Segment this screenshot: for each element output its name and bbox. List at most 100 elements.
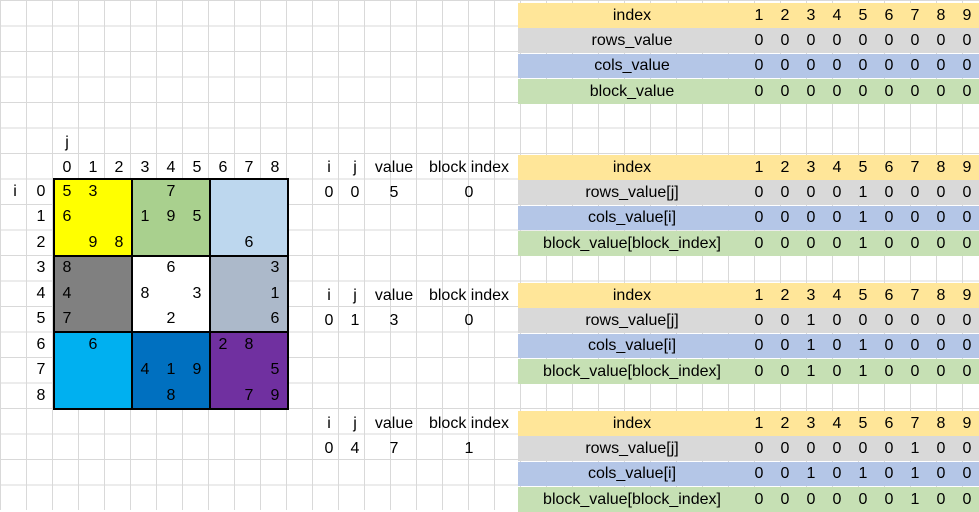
bitmap-table-step-value-cell[interactable]: 0 <box>780 183 790 201</box>
row-number[interactable]: 7 <box>36 361 46 378</box>
bitmap-table-step-value-cell[interactable]: 0 <box>780 465 790 483</box>
bitmap-table-initial-value-cell[interactable]: 3 <box>806 6 816 24</box>
sudoku-cell[interactable]: 9 <box>270 386 280 404</box>
bitmap-table-step-value-cell[interactable]: 0 <box>962 362 972 380</box>
block-4[interactable] <box>132 255 210 332</box>
step-value[interactable]: 0 <box>324 184 334 201</box>
sudoku-cell[interactable]: 1 <box>166 361 176 378</box>
step-value[interactable]: 7 <box>389 440 399 457</box>
block-8[interactable] <box>210 332 288 409</box>
sudoku-cell[interactable]: 7 <box>62 310 72 327</box>
step-header[interactable]: block index <box>428 286 510 304</box>
sudoku-cell[interactable]: 2 <box>166 310 176 327</box>
sudoku-cell[interactable]: 9 <box>88 233 98 251</box>
bitmap-table-step-value-cell[interactable]: 0 <box>858 490 868 508</box>
bitmap-table-step-value-cell[interactable]: 0 <box>910 234 920 252</box>
row-number[interactable]: 2 <box>36 233 46 251</box>
bitmap-table-initial-value-cell[interactable]: 0 <box>884 57 894 75</box>
bitmap-table-step-row-label[interactable]: index <box>612 414 652 432</box>
bitmap-table-initial-value-cell[interactable]: 0 <box>754 57 764 75</box>
bitmap-table-initial-value-cell[interactable]: 0 <box>858 31 868 49</box>
bitmap-table-step-value-cell[interactable]: 0 <box>884 311 894 329</box>
bitmap-table-initial-value-cell[interactable]: 2 <box>780 6 790 24</box>
bitmap-table-step-value-cell[interactable]: 0 <box>832 362 842 380</box>
bitmap-table-step-value-cell[interactable]: 1 <box>806 362 816 380</box>
bitmap-table-step-value-cell[interactable]: 2 <box>780 286 790 304</box>
bitmap-table-step-row-label[interactable]: rows_value[j] <box>585 183 679 201</box>
bitmap-table-step-value-cell[interactable]: 0 <box>832 465 842 483</box>
bitmap-table-step-value-cell[interactable]: 0 <box>910 209 920 227</box>
block-7[interactable] <box>132 332 210 409</box>
bitmap-table-step-value-cell[interactable]: 0 <box>754 311 764 329</box>
bitmap-table-initial-value-cell[interactable]: 0 <box>754 31 764 49</box>
bitmap-table-initial-value-cell[interactable]: 9 <box>962 6 972 24</box>
step-header[interactable]: value <box>374 414 414 432</box>
bitmap-table-step-value-cell[interactable]: 0 <box>910 362 920 380</box>
step-value[interactable]: 0 <box>324 312 334 329</box>
bitmap-table-initial-value-cell[interactable]: 0 <box>806 57 816 75</box>
bitmap-table-step-value-cell[interactable]: 7 <box>910 414 920 432</box>
column-number[interactable]: 7 <box>244 158 254 176</box>
bitmap-table-initial-value-cell[interactable]: 1 <box>754 6 764 24</box>
sudoku-cell[interactable]: 8 <box>244 335 254 353</box>
bitmap-table-initial-value-cell[interactable]: 4 <box>832 6 842 24</box>
sudoku-cell[interactable]: 8 <box>166 386 176 404</box>
bitmap-table-step-value-cell[interactable]: 1 <box>754 286 764 304</box>
step-header[interactable]: value <box>374 286 414 304</box>
bitmap-table-step-value-cell[interactable]: 0 <box>780 362 790 380</box>
bitmap-table-step-value-cell[interactable]: 0 <box>832 209 842 227</box>
bitmap-table-step-value-cell[interactable]: 0 <box>754 183 764 201</box>
bitmap-table-step-value-cell[interactable]: 6 <box>884 286 894 304</box>
bitmap-table-step-value-cell[interactable]: 6 <box>884 158 894 176</box>
bitmap-table-step-value-cell[interactable]: 0 <box>832 439 842 457</box>
bitmap-table-step-value-cell[interactable]: 8 <box>936 286 946 304</box>
bitmap-table-initial-value-cell[interactable]: 0 <box>962 57 972 75</box>
bitmap-table-step-value-cell[interactable]: 0 <box>936 490 946 508</box>
column-number[interactable]: 1 <box>88 158 98 176</box>
bitmap-table-initial-value-cell[interactable]: 0 <box>910 57 920 75</box>
bitmap-table-initial-value-cell[interactable]: 0 <box>936 82 946 100</box>
bitmap-table-step-value-cell[interactable]: 8 <box>936 414 946 432</box>
bitmap-table-initial-value-cell[interactable]: 0 <box>832 31 842 49</box>
bitmap-table-step-value-cell[interactable]: 0 <box>962 209 972 227</box>
bitmap-table-step-value-cell[interactable]: 4 <box>832 158 842 176</box>
bitmap-table-step-value-cell[interactable]: 2 <box>780 414 790 432</box>
bitmap-table-step-row-label[interactable]: block_value[block_index] <box>543 234 721 252</box>
column-number[interactable]: 8 <box>270 158 280 176</box>
bitmap-table-step-value-cell[interactable]: 0 <box>884 465 894 483</box>
bitmap-table-step-value-cell[interactable]: 0 <box>780 337 790 355</box>
bitmap-table-step-value-cell[interactable]: 1 <box>806 311 816 329</box>
sudoku-cell[interactable]: 6 <box>62 208 72 225</box>
sudoku-cell[interactable]: 3 <box>270 259 280 276</box>
bitmap-table-step-value-cell[interactable]: 0 <box>754 337 764 355</box>
bitmap-table-initial-value-cell[interactable]: 0 <box>754 82 764 100</box>
bitmap-table-step-value-cell[interactable]: 0 <box>754 362 764 380</box>
bitmap-table-step-row-label[interactable]: cols_value[i] <box>587 337 677 355</box>
block-0[interactable] <box>54 179 132 256</box>
bitmap-table-step-value-cell[interactable]: 9 <box>962 158 972 176</box>
sudoku-cell[interactable]: 7 <box>166 182 176 200</box>
bitmap-table-initial-value-cell[interactable]: 0 <box>806 31 816 49</box>
bitmap-table-step-value-cell[interactable]: 0 <box>832 311 842 329</box>
bitmap-table-step-value-cell[interactable]: 0 <box>754 439 764 457</box>
sudoku-cell[interactable]: 3 <box>88 182 98 200</box>
step-value[interactable]: 1 <box>350 312 360 329</box>
step-header[interactable]: j <box>353 414 357 432</box>
bitmap-table-step-value-cell[interactable]: 0 <box>884 234 894 252</box>
bitmap-table-step-value-cell[interactable]: 0 <box>832 337 842 355</box>
column-number[interactable]: 5 <box>192 158 202 176</box>
bitmap-table-initial-value-cell[interactable]: 5 <box>858 6 868 24</box>
step-value[interactable]: 0 <box>350 184 360 201</box>
bitmap-table-step-value-cell[interactable]: 0 <box>754 234 764 252</box>
step-value[interactable]: 4 <box>350 440 360 457</box>
bitmap-table-step-value-cell[interactable]: 0 <box>936 362 946 380</box>
block-3[interactable] <box>54 255 132 332</box>
bitmap-table-step-value-cell[interactable]: 3 <box>806 158 816 176</box>
bitmap-table-step-value-cell[interactable]: 0 <box>780 490 790 508</box>
i-axis-label[interactable]: i <box>13 182 17 200</box>
row-number[interactable]: 1 <box>36 208 46 225</box>
bitmap-table-step-value-cell[interactable]: 1 <box>858 465 868 483</box>
bitmap-table-step-value-cell[interactable]: 0 <box>780 234 790 252</box>
bitmap-table-step-value-cell[interactable]: 9 <box>962 414 972 432</box>
step-header[interactable]: i <box>327 414 331 432</box>
